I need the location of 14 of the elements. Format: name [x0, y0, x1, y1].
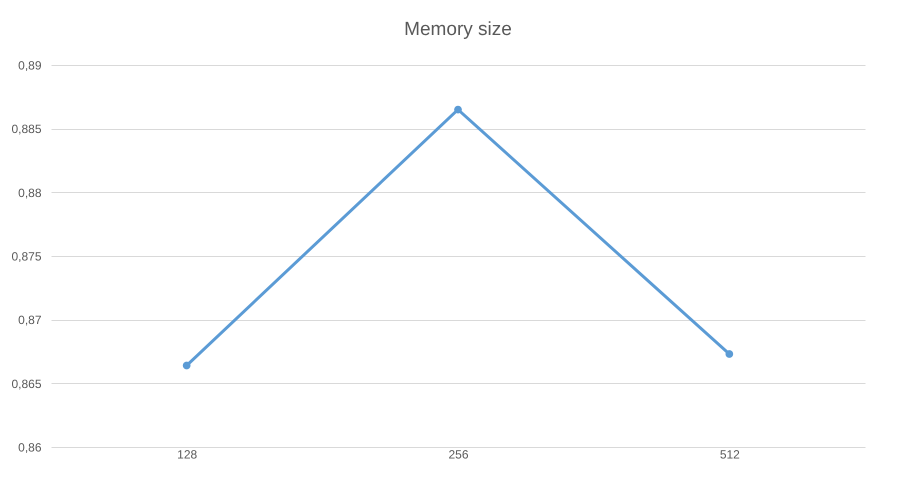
x-tick-label: 512 [720, 448, 740, 462]
y-tick-label: 0,885 [11, 122, 42, 136]
point [454, 106, 462, 114]
y-tick-label: 0,865 [11, 376, 42, 391]
y-tick-label: 0,87 [18, 313, 42, 328]
point [182, 362, 191, 370]
x-tick-label: 256 [448, 448, 469, 462]
y-tick-label: 0,89 [18, 58, 42, 72]
chart-title: Memory size [404, 19, 512, 40]
y-tick-label: 0,86 [18, 440, 42, 454]
point [725, 350, 734, 358]
y-tick-label: 0,88 [18, 186, 42, 200]
x-tick-label: 128 [177, 448, 198, 462]
y-tick-label: 0,875 [11, 250, 42, 264]
